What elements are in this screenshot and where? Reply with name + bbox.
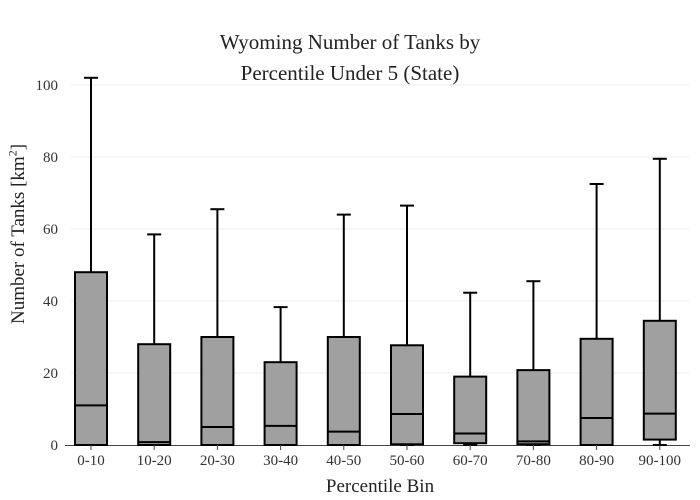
box-10-20	[137, 343, 172, 447]
x-tick-label: 10-20	[137, 453, 172, 469]
y-axis-label-superscript: 2	[5, 150, 20, 157]
box-30-40	[263, 361, 298, 447]
box-90-100	[642, 319, 677, 441]
box-70-80	[516, 369, 551, 446]
y-tick-label: 80	[43, 150, 58, 166]
box-40-50	[326, 336, 361, 446]
y-tick-label: 0	[51, 438, 59, 454]
x-tick-label: 60-70	[453, 453, 488, 469]
x-tick-label: 70-80	[516, 453, 551, 469]
x-tick-label: 90-100	[639, 453, 682, 469]
y-axis-label-prefix: Number of Tanks [km	[8, 156, 29, 325]
x-tick-label: 20-30	[200, 453, 235, 469]
x-tick-label: 30-40	[263, 453, 298, 469]
box-60-70	[453, 375, 488, 445]
box-20-30	[200, 336, 235, 446]
y-axis-label-suffix: ]	[8, 143, 29, 151]
x-tick-label: 50-60	[390, 453, 425, 469]
y-axis-label: Number of Tanks [km2]	[5, 143, 30, 325]
x-tick-label: 0-10	[77, 453, 105, 469]
chart-title-line-2: Percentile Under 5 (State)	[240, 61, 460, 85]
y-tick-label: 40	[43, 294, 58, 310]
x-tick-label: 80-90	[579, 453, 614, 469]
y-tick-label: 20	[43, 366, 58, 382]
chart-title-line-1: Wyoming Number of Tanks by	[219, 30, 481, 54]
x-axis-label: Percentile Bin	[325, 476, 435, 497]
x-tick-label: 40-50	[326, 453, 361, 469]
box-50-60	[390, 344, 424, 446]
box-0-10	[74, 271, 108, 447]
y-tick-label: 100	[36, 78, 59, 94]
box-80-90	[579, 337, 614, 446]
y-tick-label: 60	[43, 222, 58, 238]
